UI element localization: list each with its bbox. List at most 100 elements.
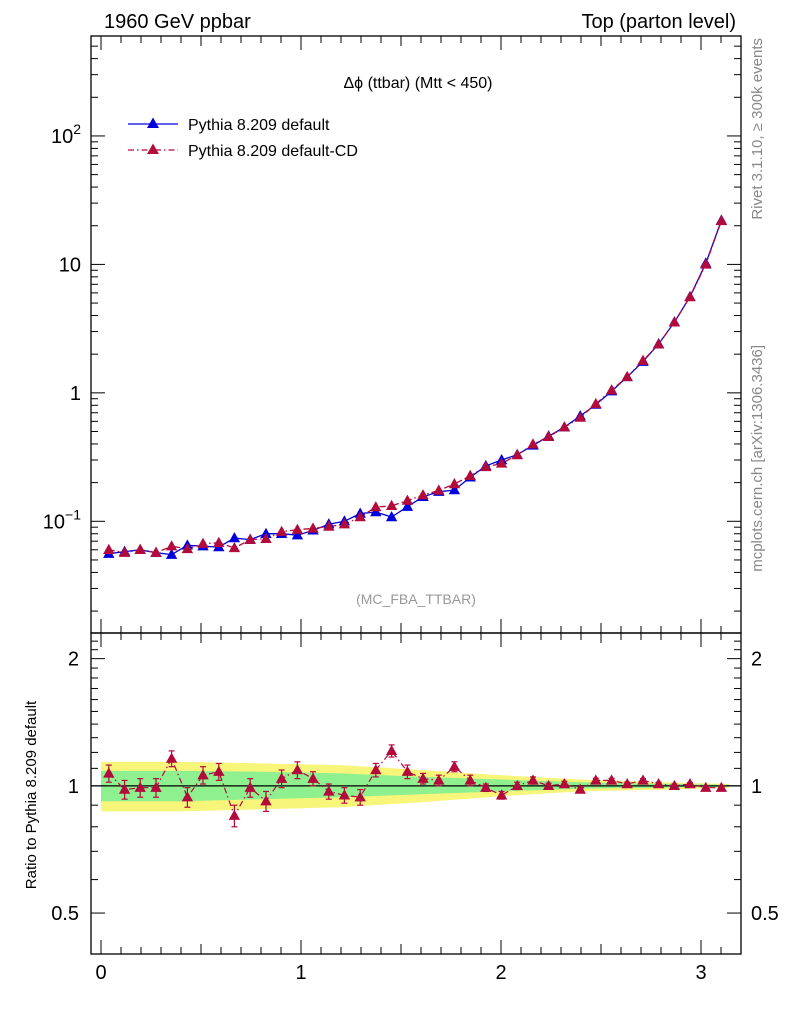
data-point-default-cd: [495, 457, 508, 468]
ratio-point-default-cd: [480, 781, 492, 792]
ratio-point-default-cd: [448, 760, 461, 771]
ratio-point-default-cd: [715, 781, 728, 792]
ratio-point-default-cd: [558, 778, 571, 789]
data-point-default-cd: [228, 541, 241, 553]
data-point-default-cd: [118, 546, 131, 557]
data-point-default-cd: [165, 540, 178, 551]
data-point-default-cd: [668, 316, 681, 327]
ratio-point-default-cd: [275, 772, 288, 783]
ratio-y-tick-label-right: 0.5: [751, 903, 779, 925]
data-point-default-cd: [542, 430, 555, 441]
series-line-default-cd: [108, 220, 723, 554]
main-y-tick-label: 102: [51, 121, 81, 148]
legend-label-default: Pythia 8.209 default: [188, 117, 330, 134]
ratio-point-default-cd: [464, 774, 476, 785]
data-point-default-cd: [291, 523, 304, 534]
ratio-point-default-cd: [118, 783, 131, 794]
ratio-uncertainty-bands: [91, 761, 741, 812]
ratio-point-default-cd: [338, 789, 351, 800]
main-y-tick-label: 1: [70, 383, 81, 405]
ratio-point-default-cd: [307, 772, 319, 783]
main-plot-panel: 10−1 1 10 102 Δϕ (ttbar) (Mtt < 450) (MC_FB…: [43, 35, 742, 634]
ratio-point-default-cd: [213, 765, 225, 776]
data-point-default-cd: [448, 478, 461, 489]
ratio-point-default-cd: [385, 744, 398, 756]
ratio-point-default-cd: [134, 781, 146, 792]
ratio-point-default-cd: [621, 778, 633, 789]
analysis-annotation: (MC_FBA_TTBAR): [356, 591, 476, 607]
ratio-point-default-cd: [605, 774, 618, 785]
data-point-default-cd: [527, 438, 539, 449]
data-point-default-cd: [574, 411, 586, 422]
data-point-default-cd: [275, 525, 288, 536]
main-y-tick-labels: 10−1 1 10 102: [43, 121, 81, 533]
main-plot-title: Δϕ (ttbar) (Mtt < 450): [343, 75, 492, 92]
ratio-point-default-cd: [590, 774, 602, 785]
data-point-default-cd: [511, 449, 523, 460]
data-point-default-cd: [213, 536, 225, 548]
ratio-point-default-cd: [684, 778, 696, 789]
data-point-default-cd: [558, 421, 571, 432]
data-point-default-cd: [700, 258, 712, 269]
ratio-point-default-cd: [527, 774, 539, 785]
ratio-y-tick-labels: 0.5 0.5 1 1 2 2: [51, 649, 779, 925]
ratio-point-default-cd: [574, 783, 586, 794]
data-point-default-cd: [417, 489, 429, 500]
ratio-y-tick-label: 0.5: [51, 903, 79, 925]
ratio-point-default-cd: [511, 779, 523, 791]
data-point-default: [260, 527, 272, 538]
main-axis-ticks: [91, 35, 742, 633]
data-point-default: [291, 529, 304, 540]
ratio-point-default-cd: [323, 785, 335, 796]
ratio-point-default-cd: [197, 769, 209, 780]
ratio-point-default-cd: [370, 764, 382, 775]
data-point-default-cd: [652, 338, 665, 349]
main-series-group: [103, 214, 728, 559]
ratio-point-default-cd: [417, 772, 429, 783]
mcplots-side-label: mcplots.cern.ch [arXiv:1306.3436]: [749, 345, 766, 572]
data-point-default-cd: [323, 520, 335, 531]
data-point-default-cd: [197, 537, 209, 548]
ratio-y-tick-label-right: 2: [751, 649, 762, 671]
legend-label-default-cd: Pythia 8.209 default-CD: [188, 143, 358, 160]
ratio-point-default-cd: [652, 778, 665, 789]
ratio-point-default-cd: [103, 767, 115, 778]
series-line-default: [108, 220, 723, 556]
legend-marker-default: [147, 117, 159, 128]
legend-marker-default-cd: [147, 143, 159, 154]
ratio-point-default-cd: [433, 774, 445, 785]
data-point-default-cd: [464, 469, 476, 481]
data-point-default-cd: [715, 214, 728, 226]
data-point-default-cd: [354, 511, 366, 522]
ratio-plot-panel: 0.5 0.5 1 1 2 2 0 1 2 3 Ratio to Pythia 8.209 de…: [23, 632, 779, 984]
data-point-default-cd: [605, 384, 618, 395]
data-point-default: [401, 500, 414, 511]
data-point-default-cd: [307, 522, 319, 533]
data-point-default-cd: [637, 354, 649, 365]
legend: Pythia 8.209 default Pythia 8.209 defaul…: [128, 117, 358, 160]
data-point-default: [448, 484, 461, 495]
ratio-point-default-cd: [401, 765, 414, 776]
data-point-default-cd: [150, 546, 162, 557]
ratio-point-default-cd: [150, 781, 162, 792]
data-point-default-cd: [480, 460, 492, 472]
data-point-default-cd: [684, 291, 696, 302]
data-point-default-cd: [260, 532, 272, 544]
ratio-point-default-cd: [668, 779, 681, 791]
rivet-side-label: Rivet 3.1.10, ≥ 300k events: [749, 38, 766, 220]
ratio-y-tick-label-right: 1: [751, 776, 762, 798]
ratio-y-axis-label: Ratio to Pythia 8.209 default: [23, 700, 40, 889]
ratio-point-default-cd: [165, 752, 178, 763]
ratio-line-default-cd: [108, 749, 722, 818]
ratio-point-default-cd: [637, 774, 649, 785]
ratio-x-tick-label: 1: [295, 962, 306, 984]
ratio-point-default-cd: [181, 791, 194, 802]
data-point-default: [165, 548, 178, 559]
data-point-default-cd: [385, 499, 398, 511]
ratio-y-tick-label: 2: [68, 649, 79, 671]
ratio-point-default-cd: [495, 789, 508, 800]
data-point-default-cd: [590, 397, 602, 409]
ratio-axis-ticks: [91, 633, 742, 954]
ratio-x-tick-label: 0: [95, 962, 106, 984]
